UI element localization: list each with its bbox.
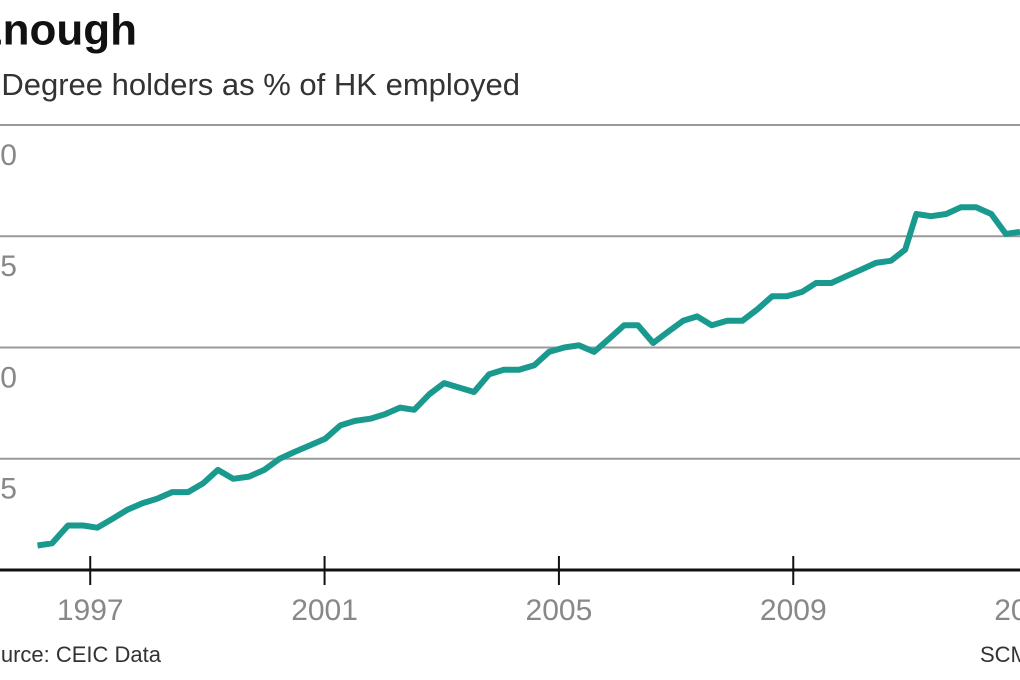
x-tick-label: 2001 [291,594,358,627]
chart-subtitle: Degree holders as % of HK employed [1,67,520,102]
credit: SCMP [980,642,1020,667]
chart-title: Not Enough [0,6,137,55]
y-tick-label: 15 [0,473,17,506]
source: Source: CEIC Data [0,642,162,667]
y-tick-label: 20 [0,361,17,394]
y-tick-label: 30 [0,139,17,172]
x-tick-label: 2005 [526,594,593,627]
x-tick-label: 2009 [760,594,827,627]
data-line [37,204,1020,549]
x-tick-label: 2013 [994,594,1020,627]
x-tick-label: 1997 [57,594,124,627]
y-tick-label: 25 [0,250,17,283]
